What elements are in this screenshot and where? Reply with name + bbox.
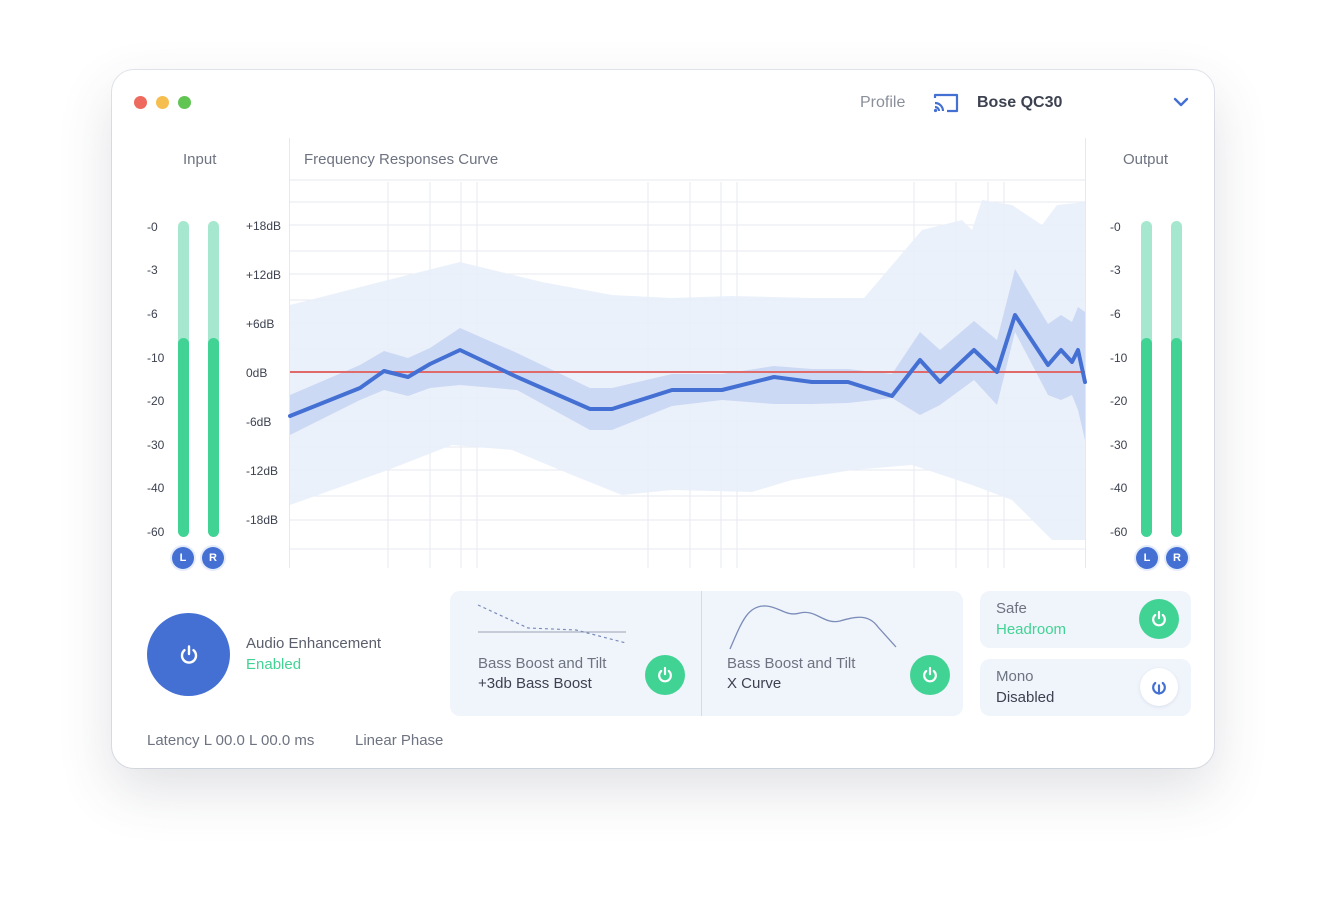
input-left-meter bbox=[178, 221, 189, 537]
input-left-badge: L bbox=[172, 547, 194, 569]
zoom-window-button[interactable] bbox=[178, 96, 191, 109]
input-scale-label: -20 bbox=[147, 394, 165, 408]
safe-label: Safe bbox=[996, 600, 1027, 617]
power-icon bbox=[923, 666, 937, 683]
preset-bass-boost-toggle[interactable] bbox=[645, 655, 685, 695]
input-right-level bbox=[208, 337, 219, 537]
output-right-level bbox=[1171, 337, 1182, 537]
preset-subtitle: X Curve bbox=[727, 675, 782, 692]
output-scale-label: -10 bbox=[1110, 351, 1128, 365]
window-controls bbox=[134, 96, 191, 109]
safe-headroom-toggle[interactable] bbox=[1139, 599, 1179, 639]
minimize-window-button[interactable] bbox=[156, 96, 169, 109]
preset-subtitle: +3db Bass Boost bbox=[478, 675, 592, 692]
audio-enhancement-status: Enabled bbox=[246, 656, 302, 673]
preset-bass-boost-text: Bass Boost and Tilt +3db Bass Boost bbox=[478, 654, 606, 694]
frequency-response-graph[interactable]: +18dB +12dB +6dB 0dB -6dB -12dB -18dB bbox=[112, 70, 1214, 590]
phase-mode[interactable]: Linear Phase bbox=[355, 732, 444, 749]
inner-response-band bbox=[290, 269, 1085, 440]
preset-x-curve-toggle[interactable] bbox=[910, 655, 950, 695]
graph-title: Frequency Responses Curve bbox=[304, 151, 499, 168]
input-right-badge: R bbox=[202, 547, 224, 569]
cast-icon bbox=[933, 93, 959, 113]
power-icon bbox=[1152, 610, 1166, 627]
preset-thumbnail-bass-boost bbox=[477, 604, 627, 643]
input-scale-label: -10 bbox=[147, 351, 165, 365]
device-name[interactable]: Bose QC30 bbox=[977, 94, 1063, 111]
power-icon bbox=[658, 666, 672, 683]
db-label: +18dB bbox=[246, 219, 281, 233]
output-scale-label: -6 bbox=[1110, 307, 1121, 321]
mono-toggle[interactable] bbox=[1140, 668, 1178, 706]
preset-x-curve-text: Bass Boost and Tilt X Curve bbox=[727, 654, 855, 694]
output-left-badge: L bbox=[1136, 547, 1158, 569]
input-scale: -0 -3 -6 -10 -20 -30 -40 -60 bbox=[147, 70, 177, 550]
db-label: -18dB bbox=[246, 513, 278, 527]
card-divider bbox=[701, 591, 702, 716]
output-scale-label: -0 bbox=[1110, 220, 1121, 234]
audio-enhancement-toggle[interactable] bbox=[147, 613, 230, 696]
output-scale-label: -60 bbox=[1110, 525, 1128, 539]
output-left-level bbox=[1141, 337, 1152, 537]
app-window: Profile Bose QC30 Input Output Frequency… bbox=[112, 70, 1214, 768]
input-scale-label: -30 bbox=[147, 438, 165, 452]
power-icon bbox=[1152, 681, 1166, 695]
db-label: +6dB bbox=[246, 317, 274, 331]
close-window-button[interactable] bbox=[134, 96, 147, 109]
output-scale: -0 -3 -6 -10 -20 -30 -40 -60 bbox=[1110, 70, 1140, 550]
db-label: +12dB bbox=[246, 268, 281, 282]
safe-headroom-card: Safe Headroom bbox=[980, 591, 1191, 648]
output-left-meter bbox=[1141, 221, 1152, 537]
safe-value: Headroom bbox=[996, 621, 1067, 638]
input-scale-label: -60 bbox=[147, 525, 165, 539]
preset-thumbnail-x-curve bbox=[729, 605, 897, 650]
input-left-level bbox=[178, 337, 189, 537]
mono-card: Mono Disabled bbox=[980, 659, 1191, 716]
power-icon bbox=[180, 644, 197, 664]
output-right-meter bbox=[1171, 221, 1182, 537]
profile-label: Profile bbox=[860, 94, 906, 111]
input-scale-label: -6 bbox=[147, 307, 158, 321]
output-scale-label: -30 bbox=[1110, 438, 1128, 452]
input-right-meter bbox=[208, 221, 219, 537]
output-scale-label: -20 bbox=[1110, 394, 1128, 408]
preset-title: Bass Boost and Tilt bbox=[727, 655, 856, 672]
response-curve bbox=[288, 313, 1087, 418]
audio-enhancement-title: Audio Enhancement bbox=[246, 635, 382, 652]
outer-response-band bbox=[290, 200, 1085, 540]
output-right-badge: R bbox=[1166, 547, 1188, 569]
db-label: 0dB bbox=[246, 366, 267, 380]
output-scale-label: -3 bbox=[1110, 263, 1121, 277]
mono-label: Mono bbox=[996, 668, 1034, 685]
input-title: Input bbox=[183, 151, 217, 168]
mono-value: Disabled bbox=[996, 689, 1055, 706]
output-scale-label: -40 bbox=[1110, 481, 1128, 495]
input-scale-label: -40 bbox=[147, 481, 165, 495]
input-scale-label: -3 bbox=[147, 263, 158, 277]
output-title: Output bbox=[1123, 151, 1169, 168]
presets-card: Bass Boost and Tilt +3db Bass Boost Bass… bbox=[450, 591, 963, 716]
db-label: -12dB bbox=[246, 464, 278, 478]
db-label: -6dB bbox=[246, 415, 271, 429]
chevron-down-icon[interactable] bbox=[1173, 96, 1189, 108]
preset-title: Bass Boost and Tilt bbox=[478, 655, 607, 672]
input-scale-label: -0 bbox=[147, 220, 158, 234]
latency-readout: Latency L 00.0 L 00.0 ms bbox=[147, 732, 315, 749]
